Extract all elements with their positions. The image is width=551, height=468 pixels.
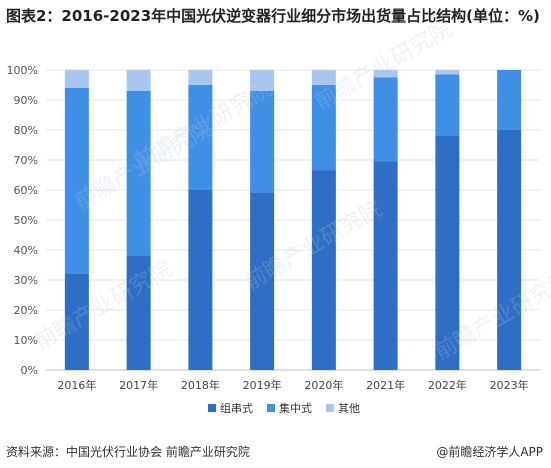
bar-segment-2 xyxy=(311,85,336,171)
bar-segment-1 xyxy=(250,193,275,370)
x-tick-label: 2022年 xyxy=(428,378,467,392)
bar-segment-3 xyxy=(126,70,151,91)
brand-note: @前瞻经济学人APP xyxy=(436,445,543,459)
x-tick-label: 2023年 xyxy=(490,378,529,392)
x-tick-label: 2021年 xyxy=(366,378,405,392)
chart-title: 图表2：2016-2023年中国光伏逆变器行业细分市场出货量占比结构(单位：%) xyxy=(6,7,540,25)
bar-segment-3 xyxy=(64,70,89,88)
x-tick-label: 2018年 xyxy=(181,378,220,392)
legend-label: 其他 xyxy=(338,402,360,415)
x-tick-label: 2016年 xyxy=(57,378,96,392)
y-tick-label: 10% xyxy=(14,334,38,347)
bar-segment-1 xyxy=(435,136,460,370)
y-axis-ticks: 0% 10% 20% 30% 40% 50% 60% 70% 80% 90% 100% xyxy=(7,64,38,377)
y-tick-label: 50% xyxy=(14,214,38,227)
x-tick-label: 2020年 xyxy=(304,378,343,392)
bar-segment-1 xyxy=(373,161,398,370)
y-tick-label: 60% xyxy=(14,184,38,197)
bar-segment-3 xyxy=(250,70,275,91)
y-tick-label: 40% xyxy=(14,244,38,257)
legend-label: 集中式 xyxy=(279,401,312,415)
bar-segment-1 xyxy=(126,256,151,370)
bar-segment-2 xyxy=(497,70,522,130)
bar-segment-3 xyxy=(311,70,336,85)
bar-segment-1 xyxy=(64,274,89,370)
y-tick-label: 90% xyxy=(14,94,38,107)
bar-segment-2 xyxy=(435,74,460,136)
y-tick-label: 70% xyxy=(14,154,38,167)
y-tick-label: 20% xyxy=(14,304,38,317)
bars-group xyxy=(64,70,522,370)
bar-segment-2 xyxy=(373,77,398,162)
y-tick-label: 0% xyxy=(21,364,38,377)
x-tick-label: 2019年 xyxy=(243,378,282,392)
y-tick-label: 80% xyxy=(14,124,38,137)
y-tick-label: 100% xyxy=(7,64,38,77)
legend-swatch xyxy=(267,404,275,412)
legend-swatch xyxy=(326,404,334,412)
bar-segment-1 xyxy=(188,190,213,370)
bar-segment-3 xyxy=(373,70,398,78)
x-tick-label: 2017年 xyxy=(119,378,158,392)
bar-segment-2 xyxy=(64,88,89,274)
bar-segment-2 xyxy=(126,91,151,256)
stacked-bar-chart: 0%10%20%30%40%50%60%70%80%90%100% 2016年 2… xyxy=(7,17,551,415)
bar-segment-2 xyxy=(188,85,213,190)
legend: 组串式 集中式 其他 xyxy=(208,401,360,415)
bar-segment-3 xyxy=(188,70,213,85)
y-tick-label: 30% xyxy=(14,274,38,287)
bar-segment-3 xyxy=(435,70,460,75)
bar-segment-2 xyxy=(250,91,275,193)
legend-label: 组串式 xyxy=(220,401,253,415)
x-axis-ticks: 2016年 2017年 2018年 2019年 2020年 2021年 2022年 2023年 xyxy=(57,378,528,392)
source-note: 资料来源：中国光伏行业协会 前瞻产业研究院 xyxy=(6,445,250,459)
legend-swatch xyxy=(208,404,216,412)
bar-segment-1 xyxy=(311,170,336,370)
bar-segment-1 xyxy=(497,130,522,370)
